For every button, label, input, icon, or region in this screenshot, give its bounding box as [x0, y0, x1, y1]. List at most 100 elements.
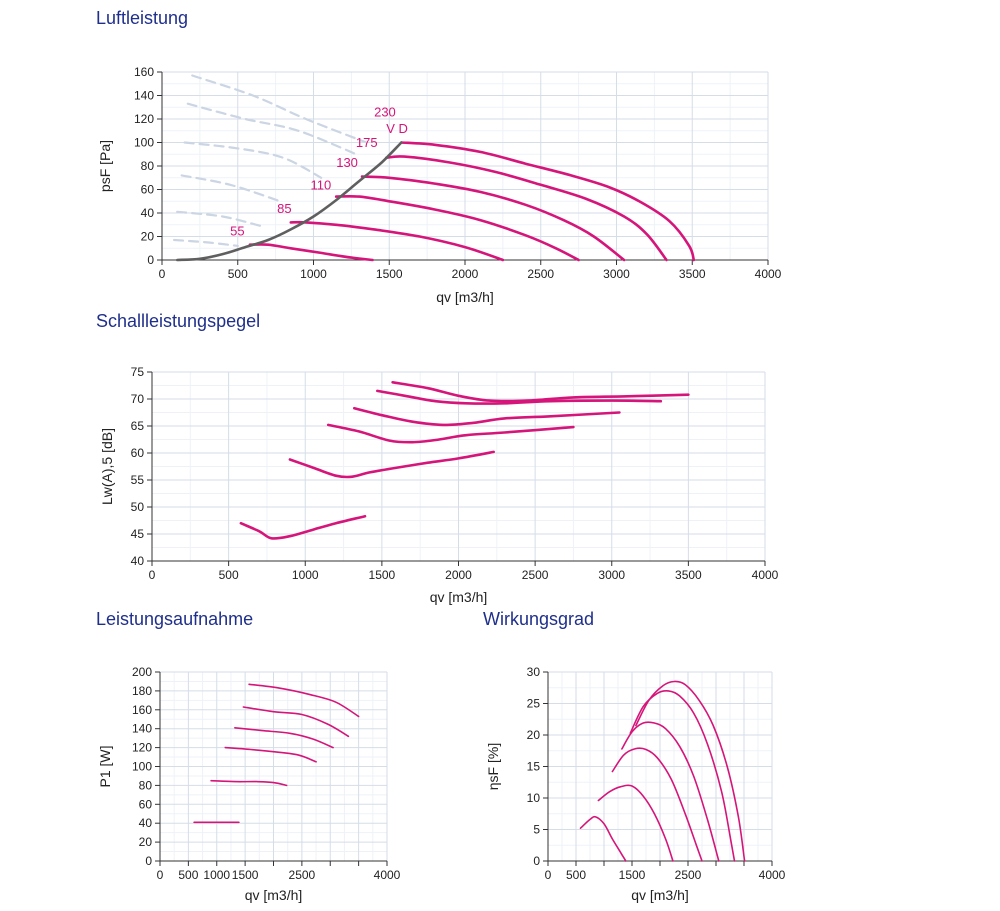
wirkung-y-tick-label: 5 — [533, 823, 540, 837]
schall-y-tick-label: 40 — [131, 554, 145, 568]
luft-x-tick-label: 500 — [228, 267, 248, 281]
schall-x-tick-label: 4000 — [752, 568, 779, 582]
wirkung-series-55 — [579, 815, 627, 862]
leistung-x-tick-label: 1000 — [203, 868, 230, 882]
luft-series-230 — [400, 141, 696, 262]
luft-series-175 — [384, 155, 668, 262]
schall-x-tick-label: 500 — [219, 568, 239, 582]
luft-annotation: 85 — [277, 201, 291, 216]
luft-x-tick-label: 1000 — [300, 267, 327, 281]
leistung-series-230 — [248, 683, 360, 718]
schall-series-110 — [326, 423, 575, 444]
luft-y-tick-label: 120 — [134, 112, 154, 126]
schall-x-tick-label: 1500 — [369, 568, 396, 582]
luft-dashed-curve — [176, 210, 262, 227]
wirkung-series-230 — [635, 680, 746, 862]
leistung-series-110 — [224, 746, 317, 763]
leistung-series-130 — [234, 727, 334, 749]
schall-x-tick-label: 1000 — [292, 568, 319, 582]
schall-series-85 — [288, 450, 495, 479]
wirkung-x-tick-label: 0 — [545, 868, 552, 882]
leistung-y-tick-label: 100 — [132, 760, 152, 774]
leistung-y-tick-label: 160 — [132, 703, 152, 717]
luft-dashed-curve — [173, 238, 239, 247]
leistung-y-tick-label: 40 — [139, 816, 153, 830]
schall-series-55 — [239, 514, 367, 540]
luft-x-tick-label: 1500 — [376, 267, 403, 281]
leistung-x-tick-label: 500 — [178, 868, 198, 882]
leistung-y-tick-label: 200 — [132, 665, 152, 679]
luft-dashed-curve — [180, 174, 282, 203]
leistung-x-tick-label: 1500 — [232, 868, 259, 882]
luft-y-tick-label: 160 — [134, 65, 154, 79]
luft-series-130 — [360, 175, 626, 262]
wirkung-x-tick-label: 1500 — [619, 868, 646, 882]
schall-x-tick-label: 3000 — [598, 568, 625, 582]
luft-y-tick-label: 0 — [147, 253, 154, 267]
luft-dashed-curve — [183, 141, 323, 179]
leistung-y-axis-label: P1 [W] — [97, 745, 113, 787]
leistung-y-tick-label: 0 — [145, 854, 152, 868]
chart-title-wirkungsgrad: Wirkungsgrad — [483, 609, 595, 629]
luft-annotation: 230 — [374, 105, 396, 120]
schall-y-tick-label: 50 — [131, 500, 145, 514]
wirkung-y-tick-label: 15 — [527, 760, 541, 774]
chart-title-leistungsaufnahme: Leistungsaufnahme — [96, 609, 254, 629]
schall-x-tick-label: 3500 — [675, 568, 702, 582]
schall-y-tick-label: 45 — [131, 527, 145, 541]
schall-y-tick-label: 65 — [131, 419, 145, 433]
luft-x-tick-label: 4000 — [755, 267, 782, 281]
luft-y-tick-label: 60 — [141, 183, 155, 197]
luft-y-tick-label: 40 — [141, 206, 155, 220]
wirkung-y-axis-label: ηsF [%] — [485, 743, 501, 790]
wirkung-series-130 — [621, 721, 720, 862]
wirkung-series-110 — [611, 747, 703, 862]
wirkung-y-tick-label: 20 — [527, 728, 541, 742]
wirkung-x-tick-label: 500 — [566, 868, 586, 882]
luft-x-tick-label: 2000 — [452, 267, 479, 281]
wirkung-y-tick-label: 0 — [533, 854, 540, 868]
schall-series-175 — [376, 389, 663, 405]
luft-x-tick-label: 2500 — [527, 267, 554, 281]
leistung-y-tick-label: 60 — [139, 797, 153, 811]
luft-y-tick-label: 80 — [141, 159, 155, 173]
schall-series-230 — [391, 381, 690, 403]
luft-y-axis-label: psF [Pa] — [97, 140, 113, 192]
schall-x-tick-label: 2000 — [445, 568, 472, 582]
wirkung-x-tick-label: 2500 — [675, 868, 702, 882]
leistung-y-tick-label: 140 — [132, 722, 152, 736]
leistung-series-85 — [210, 779, 288, 787]
luft-y-tick-label: 20 — [141, 230, 155, 244]
luft-x-tick-label: 0 — [159, 267, 166, 281]
leistung-x-tick-label: 2500 — [289, 868, 316, 882]
luft-series-110 — [334, 194, 580, 262]
leistung-x-tick-label: 0 — [157, 868, 164, 882]
schall-y-tick-label: 70 — [131, 392, 145, 406]
wirkung-y-tick-label: 10 — [527, 791, 541, 805]
wirkung-y-tick-label: 30 — [527, 665, 541, 679]
luft-annotation: 55 — [230, 223, 244, 238]
wirkung-x-axis-label: qv [m3/h] — [631, 887, 689, 903]
luft-annotation: 175 — [356, 135, 378, 150]
schall-y-tick-label: 55 — [131, 473, 145, 487]
luft-x-tick-label: 3500 — [679, 267, 706, 281]
luft-x-tick-label: 3000 — [603, 267, 630, 281]
leistung-y-tick-label: 120 — [132, 741, 152, 755]
leistung-x-tick-label: 4000 — [374, 868, 401, 882]
wirkung-y-tick-label: 25 — [527, 697, 541, 711]
chart-title-schallleistungspegel: Schallleistungspegel — [96, 311, 261, 331]
luft-annotation: 110 — [310, 178, 331, 193]
luft-annotation: V D — [386, 121, 408, 136]
chart-title-luftleistung: Luftleistung — [96, 8, 189, 28]
schall-x-tick-label: 2500 — [522, 568, 549, 582]
schall-y-axis-label: Lw(A),5 [dB] — [99, 428, 115, 505]
luft-series-55 — [248, 243, 374, 262]
leistung-y-tick-label: 20 — [139, 835, 153, 849]
schall-y-tick-label: 75 — [131, 365, 145, 379]
luft-operating-limit-curve — [175, 141, 403, 262]
wirkung-series-85 — [597, 784, 674, 862]
schall-y-tick-label: 60 — [131, 446, 145, 460]
luft-dashed-curve — [191, 74, 368, 144]
leistung-x-axis-label: qv [m3/h] — [245, 887, 303, 903]
